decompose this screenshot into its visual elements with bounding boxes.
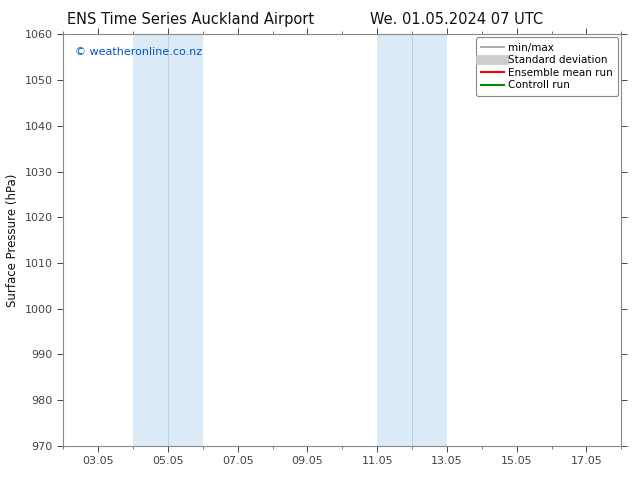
- Bar: [168, 34, 203, 446]
- Bar: [377, 34, 412, 446]
- Text: © weatheronline.co.nz: © weatheronline.co.nz: [75, 47, 202, 57]
- Bar: [133, 34, 168, 446]
- Bar: [412, 34, 447, 446]
- Text: ENS Time Series Auckland Airport: ENS Time Series Auckland Airport: [67, 12, 314, 27]
- Y-axis label: Surface Pressure (hPa): Surface Pressure (hPa): [6, 173, 19, 307]
- Text: We. 01.05.2024 07 UTC: We. 01.05.2024 07 UTC: [370, 12, 543, 27]
- Legend: min/max, Standard deviation, Ensemble mean run, Controll run: min/max, Standard deviation, Ensemble me…: [476, 37, 618, 96]
